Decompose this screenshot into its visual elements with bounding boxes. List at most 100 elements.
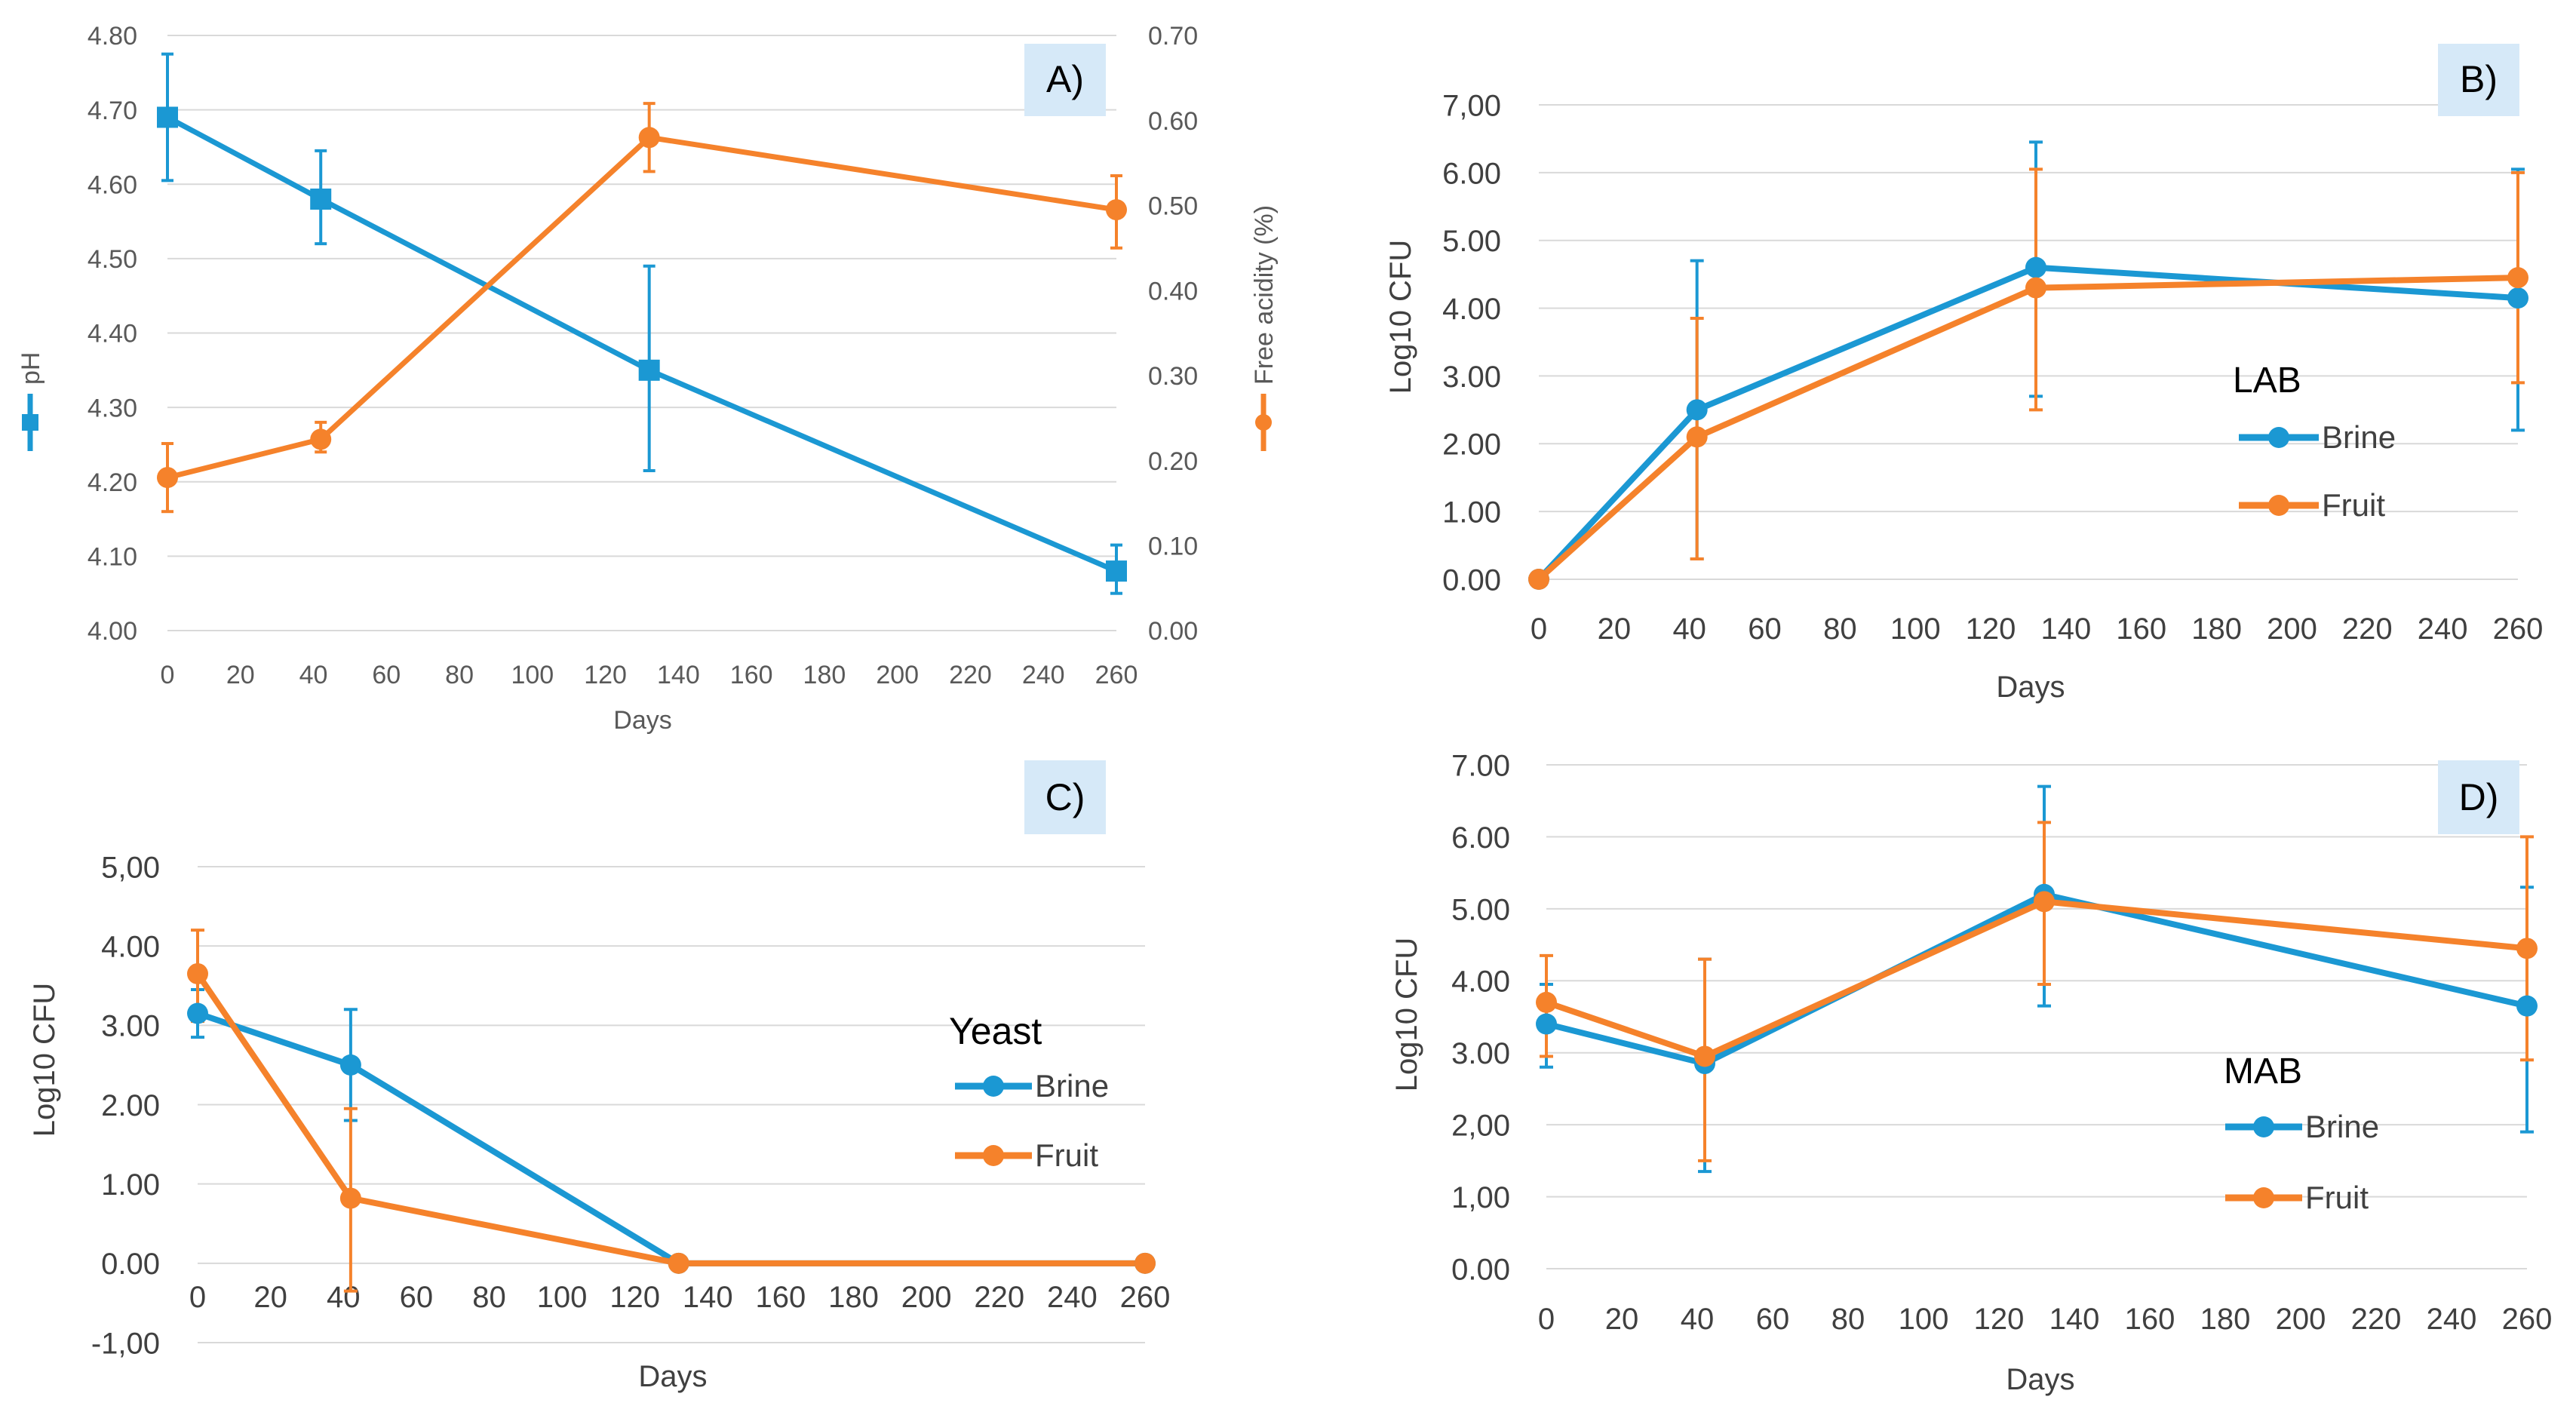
data-point-fruit xyxy=(1536,991,1557,1013)
x-tick-label: 260 xyxy=(2493,612,2544,646)
y-tick-label: 1.00 xyxy=(1442,496,1501,530)
y2-tick-label: 0.60 xyxy=(1148,107,1198,136)
x-tick-label: 0 xyxy=(161,661,175,689)
x-tick-label: 260 xyxy=(1095,661,1138,689)
y-axis-label: Log10 CFU xyxy=(1390,938,1423,1092)
panel-badge: A) xyxy=(1046,58,1084,100)
panel-d: 0.00 1,00 2,00 3.00 4.00 5.00 6.00 7.00 0 20 40 60… xyxy=(1390,749,2552,1396)
y-tick-label: 5.00 xyxy=(1442,225,1501,258)
y-tick-label: 4.40 xyxy=(88,320,137,348)
y-tick-label: 0.00 xyxy=(1451,1253,1510,1286)
x-tick-label: 140 xyxy=(2049,1303,2100,1336)
y2-tick-label: 0.30 xyxy=(1148,362,1198,391)
y2-tick-label: 0.70 xyxy=(1148,22,1198,51)
y-tick-label: 0.00 xyxy=(101,1248,160,1281)
y-tick-label: 4.50 xyxy=(88,245,137,274)
y-tick-label: 7.00 xyxy=(1451,749,1510,782)
x-tick-label: 40 xyxy=(1672,612,1706,646)
x-tick-label: 220 xyxy=(974,1281,1024,1314)
x-tick-label: 120 xyxy=(1966,612,2016,646)
data-point-fruit xyxy=(187,962,208,984)
legend-label: Fruit xyxy=(1035,1137,1098,1173)
panel-badge-bg xyxy=(2438,44,2519,116)
x-tick-label: 0 xyxy=(1538,1303,1555,1336)
x-tick-label: 220 xyxy=(2351,1303,2402,1336)
legend-title: LAB xyxy=(2233,361,2301,401)
legend-label: Brine xyxy=(1035,1068,1109,1104)
legend-marker xyxy=(2268,427,2289,448)
x-tick-label: 200 xyxy=(2267,612,2317,646)
data-point-fruit xyxy=(339,1187,361,1209)
x-tick-label: 60 xyxy=(372,661,401,689)
data-point-ph xyxy=(1106,560,1127,582)
y-tick-label: 5.00 xyxy=(1451,893,1510,926)
x-tick-label: 60 xyxy=(1748,612,1782,646)
legend-item-fruit: Fruit xyxy=(955,1137,1098,1173)
legend-item-fruit: Fruit xyxy=(2225,1180,2369,1215)
data-point-free-acidity xyxy=(310,428,332,450)
data-point-fruit xyxy=(1528,569,1549,590)
series-line-fruit xyxy=(1537,275,2519,582)
y-tick-label: 4.00 xyxy=(1442,293,1501,326)
x-axis-label: Days xyxy=(2006,1363,2074,1396)
legend-marker xyxy=(2253,1116,2274,1137)
panel-badge: D) xyxy=(2459,776,2499,818)
legend-label: Brine xyxy=(2305,1109,2379,1144)
x-tick-label: 180 xyxy=(2200,1303,2251,1336)
y-tick-label: 4.60 xyxy=(88,170,137,199)
x-tick-label: 200 xyxy=(2276,1303,2326,1336)
x-tick-label: 60 xyxy=(1756,1303,1790,1336)
data-point-fruit xyxy=(1694,1045,1715,1067)
y-tick-label: 3.00 xyxy=(1442,361,1501,394)
y-tick-label: 6.00 xyxy=(1451,821,1510,855)
series-line-fruit xyxy=(1545,898,2528,1060)
panel-b: 0.00 1.00 2.00 3.00 4.00 5.00 6.00 7,00 0 20 40 60… xyxy=(1384,44,2543,704)
data-point-brine xyxy=(187,1002,208,1024)
x-tick-label: 160 xyxy=(730,661,773,689)
y-tick-label: 7,00 xyxy=(1442,89,1501,122)
x-tick-label: 140 xyxy=(2041,612,2092,646)
x-tick-label: 140 xyxy=(683,1281,733,1314)
y-axis-label: Log10 CFU xyxy=(1384,240,1417,394)
legend-item-brine: Brine xyxy=(955,1068,1109,1104)
y-axis-title-left: pH xyxy=(17,352,45,451)
y2-tick-label: 0.00 xyxy=(1148,617,1198,646)
x-tick-label: 0 xyxy=(1531,612,1547,646)
x-tick-label: 200 xyxy=(876,661,919,689)
panel-badge: C) xyxy=(1045,776,1085,818)
panel-badge-bg xyxy=(2438,760,2519,834)
x-tick-label: 140 xyxy=(657,661,700,689)
x-axis-label: Days xyxy=(1996,671,2065,704)
y2-tick-label: 0.10 xyxy=(1148,533,1198,561)
x-tick-label: 240 xyxy=(2418,612,2468,646)
series-line-brine xyxy=(1546,891,2528,1067)
legend-label: Fruit xyxy=(2322,487,2385,523)
x-tick-label: 100 xyxy=(511,661,554,689)
panel-c: -1,00 0.00 1.00 2.00 3.00 4.00 5,00 0 20 40 60 80 1… xyxy=(28,760,1170,1393)
x-tick-label: 240 xyxy=(1047,1281,1098,1314)
x-tick-label: 200 xyxy=(901,1281,952,1314)
x-tick-label: 240 xyxy=(1022,661,1065,689)
legend-title: MAB xyxy=(2224,1051,2302,1091)
x-tick-label: 120 xyxy=(1974,1303,2025,1336)
y2-tick-label: 0.50 xyxy=(1148,192,1198,221)
legend-item-brine: Brine xyxy=(2225,1109,2379,1144)
x-tick-label: 20 xyxy=(253,1281,287,1314)
x-tick-label: 80 xyxy=(445,661,474,689)
y-tick-label: 3.00 xyxy=(1451,1037,1510,1070)
panel-badge-bg xyxy=(1024,760,1106,834)
series-line-free-acidity xyxy=(167,134,1117,480)
x-tick-label: 120 xyxy=(609,1281,660,1314)
y2-tick-label: 0.20 xyxy=(1148,447,1198,476)
y2-axis-label: Free acidity (%) xyxy=(1250,205,1279,385)
data-point-brine xyxy=(2507,287,2528,309)
x-tick-label: 240 xyxy=(2427,1303,2477,1336)
y-tick-label: 4.00 xyxy=(88,617,137,646)
x-tick-label: 100 xyxy=(537,1281,588,1314)
y-tick-label: -1,00 xyxy=(91,1327,160,1360)
y-tick-label: 4.30 xyxy=(88,394,137,422)
data-point-fruit xyxy=(2025,277,2046,299)
legend-title: Yeast xyxy=(949,1010,1042,1052)
data-point-fruit xyxy=(2507,267,2528,289)
